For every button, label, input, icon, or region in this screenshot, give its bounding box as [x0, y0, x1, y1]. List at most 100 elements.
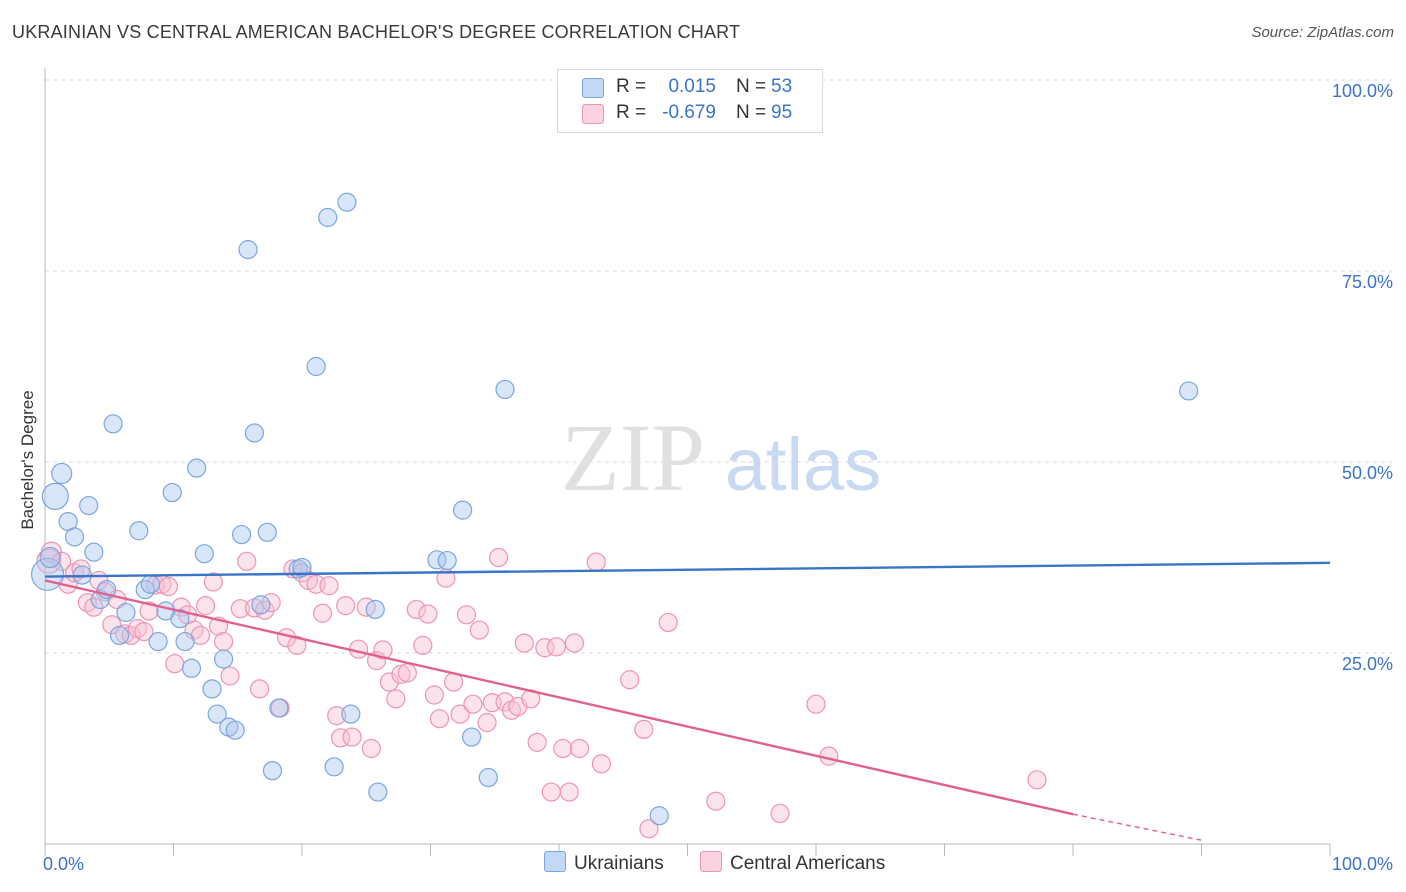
central-american-point — [342, 727, 362, 747]
central-american-point — [203, 572, 223, 592]
central-american-point — [327, 706, 347, 726]
ukrainian-point — [148, 631, 168, 652]
central-american-point — [255, 600, 275, 620]
central-american-point — [639, 819, 659, 839]
source-label: Source: ZipAtlas.com — [1251, 24, 1394, 41]
central-american-point — [477, 712, 497, 733]
y-tick-label: 25.0% — [1342, 654, 1393, 674]
ukrainian-point — [175, 631, 195, 652]
central-american-point — [559, 782, 579, 802]
ukrainian-point — [194, 544, 214, 564]
central-american-point — [424, 685, 444, 705]
ukrainian-point — [306, 356, 326, 377]
ukrainian-point — [51, 462, 73, 485]
watermark-atlas: atlas — [725, 423, 881, 506]
central-american-point — [413, 635, 433, 655]
central-american-point — [806, 694, 826, 714]
bottom-legend-central-americans: Central Americans — [700, 851, 885, 875]
central-american-trend-extension — [1072, 813, 1202, 841]
central-american-point — [1027, 770, 1047, 790]
central-american-point — [71, 559, 91, 579]
central-american-point — [319, 576, 339, 596]
ukrainian-point — [649, 806, 669, 826]
legend-row-central-americans: R = -0.679 N = 95 — [558, 101, 822, 127]
ukrainian-trend-line — [44, 561, 1331, 578]
ukrainian-point — [365, 599, 385, 620]
central-american-point — [706, 791, 726, 811]
watermark-zip: ZIP — [561, 404, 705, 511]
central-american-point — [634, 719, 654, 740]
central-american-point — [527, 732, 547, 752]
central-american-point — [397, 663, 417, 683]
chart-title: UKRAINIAN VS CENTRAL AMERICAN BACHELOR'S… — [12, 22, 741, 42]
ukrainian-point — [64, 527, 85, 547]
ukrainian-point — [109, 625, 130, 646]
ukrainian-point — [116, 602, 136, 623]
central-american-point — [214, 631, 234, 652]
central-american-point — [541, 782, 561, 802]
central-american-point — [546, 637, 567, 657]
ukrainian-point — [238, 240, 258, 260]
central-american-point — [553, 738, 573, 759]
ukrainian-point — [453, 500, 473, 520]
central-american-point — [450, 704, 470, 724]
ukrainian-point — [103, 414, 123, 434]
central-american-point — [220, 666, 240, 686]
ukrainian-point — [244, 423, 265, 443]
central-american-point — [564, 633, 585, 653]
central-american-point — [361, 738, 381, 759]
ukrainian-point — [437, 550, 457, 571]
ukrainian-point — [170, 609, 190, 629]
central-american-point — [489, 547, 509, 568]
legend-row-ukrainians: R = 0.015 N = 53 — [558, 75, 822, 101]
ukrainian-point — [41, 482, 69, 510]
central-american-point — [406, 599, 426, 620]
ukrainian-point — [202, 679, 222, 699]
ukrainian-point — [181, 658, 202, 678]
central-american-point — [312, 603, 333, 623]
ukrainian-point — [140, 574, 160, 594]
ukrainian-point — [207, 704, 227, 724]
central-american-point — [463, 694, 483, 714]
central-american-point — [373, 640, 393, 660]
central-american-point — [456, 605, 477, 625]
watermark: ZIP atlas — [561, 404, 881, 511]
central-american-point — [586, 552, 606, 572]
legend-n-label: N = — [736, 102, 767, 123]
ukrainian-point — [292, 557, 312, 578]
central-american-point — [230, 599, 250, 619]
ukrainian-point — [214, 649, 234, 669]
central-american-point — [469, 620, 489, 640]
ukrainian-point — [341, 704, 361, 724]
central-american-point — [429, 709, 450, 729]
ukrainian-point — [187, 458, 207, 478]
y-tick-label: 75.0% — [1342, 272, 1393, 292]
central-american-point — [84, 597, 104, 617]
central-american-point — [418, 604, 438, 624]
legend-n-value: 95 — [771, 102, 793, 123]
central-american-trend-line — [44, 579, 1074, 816]
central-american-point — [391, 664, 411, 684]
ukrainian-point — [232, 524, 252, 545]
y-tick-label: 50.0% — [1342, 463, 1393, 483]
ukrainian-point — [84, 542, 104, 562]
legend-n-label: N = — [736, 76, 767, 97]
ukrainian-point — [478, 767, 498, 788]
ukrainian-point — [368, 782, 388, 802]
central-american-point — [158, 576, 178, 597]
x-tick-label: 100.0% — [1332, 854, 1393, 874]
central-american-point — [658, 612, 678, 633]
legend-r-value: -0.679 — [662, 102, 716, 123]
ukrainian-point — [495, 379, 515, 400]
central-american-point — [514, 633, 534, 653]
ukrainian-point — [39, 546, 61, 569]
bottom-legend-label-central-americans: Central Americans — [730, 853, 886, 874]
legend-n-value: 53 — [771, 76, 793, 97]
ukrainian-point — [251, 595, 271, 615]
central-american-point — [196, 596, 216, 616]
central-american-point — [620, 670, 640, 690]
legend-swatch-pink — [582, 104, 604, 124]
bottom-legend-swatch-pink — [700, 851, 722, 872]
ukrainian-point — [337, 192, 357, 212]
